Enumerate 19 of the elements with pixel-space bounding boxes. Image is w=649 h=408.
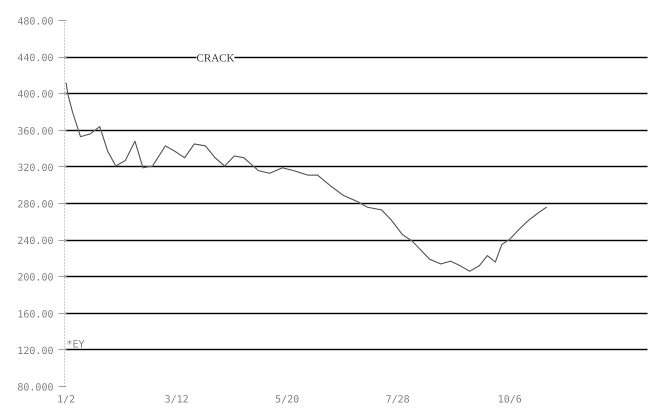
y-tick-label: 280.00 [17, 200, 54, 210]
y-tick-label: 240.00 [17, 236, 54, 248]
x-tick-label: 7/28 [386, 394, 410, 406]
x-tick-label: 3/12 [164, 394, 189, 406]
y-tick-label: 480.00 [17, 16, 54, 28]
y-tick-label: 440.00 [17, 53, 54, 64]
y-tick-label: 320.00 [17, 162, 54, 174]
text: CRACK [196, 52, 235, 64]
annotation: *EY [66, 340, 85, 350]
y-tick-label: 200.00 [17, 272, 54, 284]
x-tick-label: 10/6 [498, 394, 522, 406]
y-tick-label: 120.00 [17, 346, 54, 357]
x-tick-label: 5/20 [275, 394, 300, 406]
y-tick-label: 80.000 [17, 382, 54, 394]
y-tick-label: 160.00 [17, 309, 54, 320]
line-series [66, 82, 548, 272]
y-tick-label: 360.00 [17, 126, 54, 138]
x-tick-label: 1/2 [57, 394, 76, 406]
y-tick-label: 400.00 [17, 90, 54, 101]
